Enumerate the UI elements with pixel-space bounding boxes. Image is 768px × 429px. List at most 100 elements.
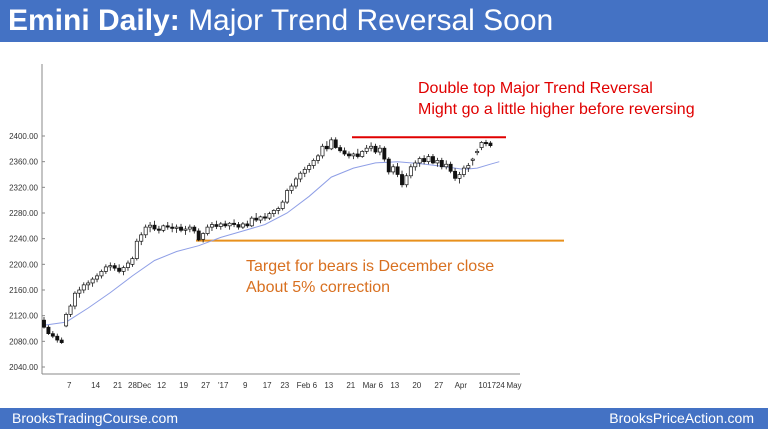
candle-body [479,142,484,148]
candle-body [293,178,298,187]
candlesticks [42,137,493,344]
candle-body [152,224,157,230]
candle-body [373,145,378,153]
candle [86,280,91,290]
candle-body [461,167,466,175]
candle [227,221,232,230]
x-tick-label: Apr [455,381,468,390]
candle-body [183,228,188,231]
candle-body [417,158,422,164]
candle [112,263,117,271]
y-axis: 2400.00 2360.00 2320.00 2280.00 2240.00 2200.… [9,132,45,372]
candle [369,142,374,152]
candle [351,152,356,160]
candle [187,224,192,233]
candle-body [342,150,347,155]
candle-body [196,230,201,241]
candle-body [439,160,444,168]
x-tick-label: 28Dec [128,381,151,390]
candle [103,264,108,274]
candle-body [134,240,139,259]
candle [192,225,197,234]
candle [435,157,440,167]
candle [461,165,466,178]
candle [289,183,294,194]
candle [329,137,334,151]
candle [139,232,144,246]
x-tick-label: Feb 6 [297,381,318,390]
candle [254,213,259,222]
x-tick-label: 14 [91,381,100,390]
candle-body [236,224,241,228]
candle-body [329,139,334,150]
candle-body [223,223,228,227]
candle-body [475,151,480,154]
candle-body [187,226,192,230]
candle [431,153,435,165]
candle [201,232,206,243]
footer-left-link[interactable]: BrooksTradingCourse.com [12,410,178,426]
candle-body [245,223,250,227]
candle-body [214,224,219,227]
candle-body [271,210,276,214]
candle-body [422,158,427,163]
candle [240,221,245,230]
candle-body [386,158,391,173]
candle [165,221,170,230]
candle-body [267,213,272,219]
candle [117,264,122,274]
candle [170,223,175,233]
candle-body [466,165,471,169]
candle-body [426,156,431,163]
candle-body [192,226,197,232]
y-tick-label: 2040.00 [9,363,38,372]
candle-body [240,223,245,228]
candle [59,337,64,344]
y-tick-label: 2400.00 [9,132,38,141]
candle [42,316,46,329]
candle-body [99,271,104,277]
candle [183,225,188,235]
y-tick-label: 2280.00 [9,209,38,218]
x-tick-label: 21 [346,381,355,390]
candle [152,220,157,231]
candle [466,162,471,172]
candle [448,161,453,174]
candle-body [289,185,294,191]
candle-body [285,190,290,203]
candle [422,155,427,165]
candle-body [347,153,351,157]
candle [179,223,183,233]
candle [320,143,325,159]
y-tick-label: 2360.00 [9,158,38,167]
candle [223,220,228,228]
candle [126,260,130,271]
candle-body [457,174,462,179]
candle [439,157,444,170]
candle-body [448,163,453,172]
candle-body [81,284,86,291]
candle-body [161,225,166,231]
candle-body [64,314,69,327]
moving-average-line [43,161,500,326]
candle-body [338,147,343,152]
candle-body [103,266,108,272]
candle-body [453,170,458,179]
x-tick-label: 27 [201,381,210,390]
candle-body [46,326,51,334]
x-tick-label: 13 [324,381,333,390]
candle [377,144,382,156]
x-tick-label: 20 [412,381,421,390]
x-tick-label: 17 [263,381,272,390]
footer-right-link[interactable]: BrooksPriceAction.com [609,410,754,426]
x-tick-label: 27 [434,381,443,390]
footer-bar: BrooksTradingCourse.com BrooksPriceActio… [0,408,768,429]
candle [453,168,458,181]
candle [285,188,290,205]
candle [174,224,179,233]
y-tick-label: 2240.00 [9,235,38,244]
candle [134,238,139,261]
candle [161,224,166,233]
candle-body [395,166,400,175]
candle-body [298,172,303,180]
